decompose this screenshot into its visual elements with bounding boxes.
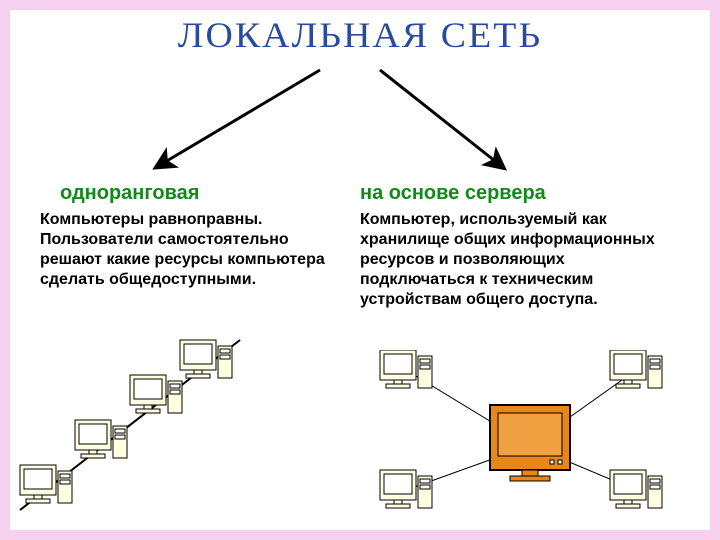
computer-icon [75, 420, 127, 458]
server-icon [490, 405, 570, 481]
computer-icon [380, 350, 432, 388]
computer-icon [180, 340, 232, 378]
left-body: Компьютеры равноправны. Пользователи сам… [40, 210, 330, 290]
arrow-left [160, 70, 320, 165]
computer-icon [20, 465, 72, 503]
arrow-right [380, 70, 500, 165]
right-body: Компьютер, используемый как хранилище об… [360, 210, 670, 310]
computer-icon [130, 375, 182, 413]
arrows-svg [10, 65, 710, 185]
computer-icon [610, 350, 662, 388]
left-heading: одноранговая [60, 182, 199, 205]
server-diagram [360, 350, 690, 530]
page-title: ЛОКАЛЬНАЯ СЕТЬ [0, 14, 720, 56]
computer-icon [380, 470, 432, 508]
computer-icon [610, 470, 662, 508]
slide-inner: ЛОКАЛЬНАЯ СЕТЬ одноранговая Компьютеры р… [10, 10, 710, 530]
right-heading: на основе сервера [360, 182, 546, 205]
slide-outer: ЛОКАЛЬНАЯ СЕТЬ одноранговая Компьютеры р… [0, 0, 720, 540]
peer-diagram [10, 330, 270, 530]
